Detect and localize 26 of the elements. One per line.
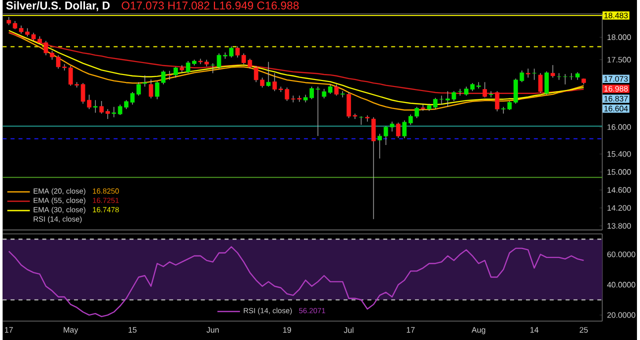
candlestick bbox=[420, 104, 426, 112]
candlestick bbox=[155, 80, 160, 100]
candlestick bbox=[396, 122, 400, 138]
candlestick bbox=[402, 120, 407, 139]
candlestick bbox=[550, 64, 555, 78]
candlestick bbox=[482, 82, 487, 98]
candlestick bbox=[544, 71, 549, 96]
candlestick bbox=[334, 84, 339, 96]
candlestick bbox=[161, 70, 166, 85]
candlestick bbox=[112, 106, 116, 118]
candlestick bbox=[494, 90, 500, 112]
candlestick bbox=[260, 77, 264, 88]
candlestick bbox=[254, 66, 258, 82]
candlestick bbox=[93, 100, 98, 114]
candlestick bbox=[488, 90, 494, 98]
candlestick bbox=[148, 79, 154, 99]
candlestick bbox=[371, 116, 376, 220]
chart-subtitle: O17.073 H17.082 L16.949 C16.988 bbox=[122, 2, 299, 10]
candlestick bbox=[167, 70, 172, 80]
chart-title: Silver/U.S. Dollar, D bbox=[6, 1, 110, 12]
candlestick bbox=[526, 68, 530, 78]
candlestick bbox=[538, 72, 543, 94]
candlestick bbox=[266, 62, 271, 87]
candlestick bbox=[390, 121, 394, 132]
candlestick bbox=[174, 66, 178, 78]
candlestick bbox=[142, 75, 147, 87]
